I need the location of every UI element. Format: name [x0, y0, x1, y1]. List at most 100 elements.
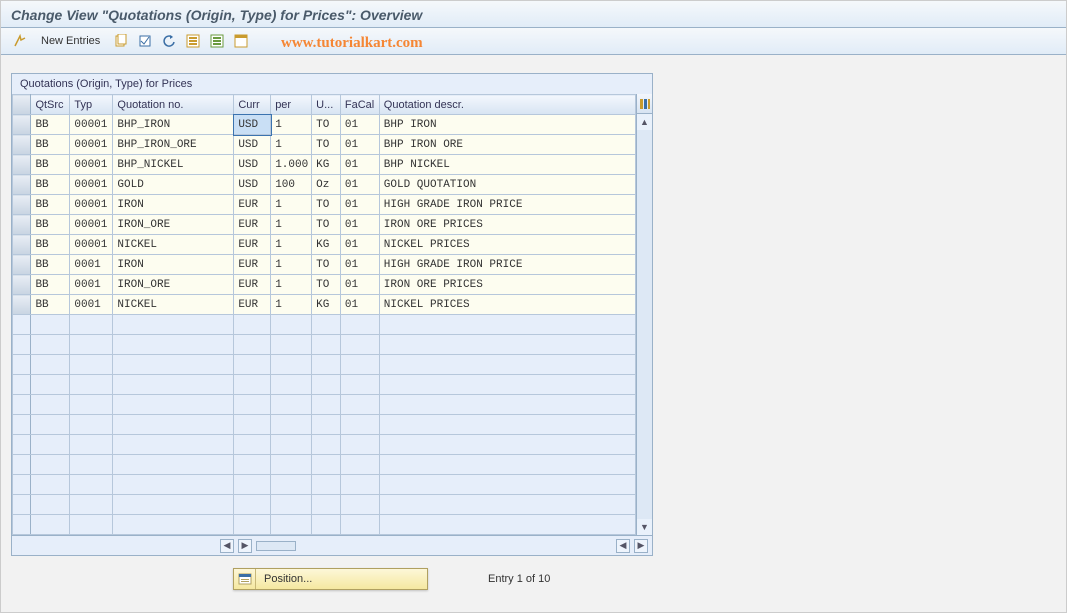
cell-uom[interactable]: TO	[312, 115, 341, 135]
cell-empty[interactable]	[340, 515, 379, 535]
row-selector[interactable]	[13, 195, 31, 215]
cell-qtsrc[interactable]: BB	[31, 295, 70, 315]
scroll-track[interactable]	[637, 130, 652, 519]
cell-per[interactable]: 1	[271, 275, 312, 295]
cell-empty[interactable]	[31, 375, 70, 395]
cell-empty[interactable]	[70, 355, 113, 375]
cell-empty[interactable]	[234, 315, 271, 335]
cell-empty[interactable]	[379, 355, 635, 375]
cell-per[interactable]: 1	[271, 115, 312, 135]
cell-empty[interactable]	[113, 435, 234, 455]
delete-icon[interactable]	[136, 32, 154, 50]
select-all-icon[interactable]	[184, 32, 202, 50]
cell-uom[interactable]: KG	[312, 295, 341, 315]
cell-empty[interactable]	[31, 495, 70, 515]
table-row[interactable]	[13, 495, 636, 515]
cell-empty[interactable]	[271, 375, 312, 395]
cell-empty[interactable]	[70, 415, 113, 435]
cell-qtsrc[interactable]: BB	[31, 235, 70, 255]
cell-typ[interactable]: 0001	[70, 295, 113, 315]
cell-descr[interactable]: BHP IRON	[379, 115, 635, 135]
table-row[interactable]	[13, 415, 636, 435]
cell-quotno[interactable]: NICKEL	[113, 295, 234, 315]
cell-empty[interactable]	[379, 515, 635, 535]
cell-qtsrc[interactable]: BB	[31, 255, 70, 275]
cell-empty[interactable]	[70, 315, 113, 335]
cell-empty[interactable]	[312, 395, 341, 415]
row-selector[interactable]	[13, 215, 31, 235]
cell-empty[interactable]	[271, 435, 312, 455]
cell-empty[interactable]	[271, 335, 312, 355]
row-selector[interactable]	[13, 275, 31, 295]
cell-empty[interactable]	[234, 495, 271, 515]
cell-per[interactable]: 1	[271, 195, 312, 215]
cell-empty[interactable]	[379, 495, 635, 515]
cell-facal[interactable]: 01	[340, 115, 379, 135]
cell-empty[interactable]	[234, 515, 271, 535]
cell-descr[interactable]: HIGH GRADE IRON PRICE	[379, 255, 635, 275]
cell-curr[interactable]: EUR	[234, 275, 271, 295]
position-button[interactable]: Position...	[233, 568, 428, 590]
row-selector[interactable]	[13, 435, 31, 455]
cell-empty[interactable]	[312, 415, 341, 435]
col-header-typ[interactable]: Typ	[70, 95, 113, 115]
cell-empty[interactable]	[31, 455, 70, 475]
cell-descr[interactable]: GOLD QUOTATION	[379, 175, 635, 195]
cell-empty[interactable]	[70, 515, 113, 535]
cell-facal[interactable]: 01	[340, 275, 379, 295]
cell-empty[interactable]	[31, 515, 70, 535]
row-selector[interactable]	[13, 475, 31, 495]
cell-typ[interactable]: 00001	[70, 215, 113, 235]
table-row[interactable]	[13, 455, 636, 475]
cell-empty[interactable]	[113, 455, 234, 475]
hscroll-left-button-2[interactable]: ◀	[616, 539, 630, 553]
cell-curr[interactable]: EUR	[234, 195, 271, 215]
hscroll-track[interactable]	[256, 541, 296, 551]
cell-per[interactable]: 1	[271, 135, 312, 155]
cell-empty[interactable]	[312, 475, 341, 495]
row-selector[interactable]	[13, 255, 31, 275]
table-row[interactable]: BB00001IRON_OREEUR1TO01IRON ORE PRICES	[13, 215, 636, 235]
table-row[interactable]	[13, 315, 636, 335]
row-selector[interactable]	[13, 515, 31, 535]
cell-empty[interactable]	[31, 475, 70, 495]
cell-empty[interactable]	[379, 375, 635, 395]
cell-descr[interactable]: NICKEL PRICES	[379, 235, 635, 255]
cell-empty[interactable]	[31, 415, 70, 435]
cell-facal[interactable]: 01	[340, 255, 379, 275]
cell-quotno[interactable]: BHP_NICKEL	[113, 155, 234, 175]
cell-empty[interactable]	[379, 455, 635, 475]
cell-empty[interactable]	[31, 435, 70, 455]
cell-empty[interactable]	[312, 315, 341, 335]
cell-uom[interactable]: KG	[312, 155, 341, 175]
cell-empty[interactable]	[271, 415, 312, 435]
row-selector[interactable]	[13, 315, 31, 335]
cell-quotno[interactable]: IRON_ORE	[113, 215, 234, 235]
cell-empty[interactable]	[234, 455, 271, 475]
cell-empty[interactable]	[31, 395, 70, 415]
cell-empty[interactable]	[31, 355, 70, 375]
cell-curr[interactable]: EUR	[234, 235, 271, 255]
table-row[interactable]	[13, 375, 636, 395]
cell-empty[interactable]	[113, 515, 234, 535]
cell-per[interactable]: 1	[271, 295, 312, 315]
config-icon[interactable]	[232, 32, 250, 50]
cell-per[interactable]: 1	[271, 215, 312, 235]
new-entries-button[interactable]: New Entries	[35, 33, 106, 49]
row-selector[interactable]	[13, 335, 31, 355]
row-selector[interactable]	[13, 495, 31, 515]
cell-quotno[interactable]: IRON	[113, 195, 234, 215]
cell-typ[interactable]: 00001	[70, 155, 113, 175]
cell-per[interactable]: 1	[271, 255, 312, 275]
cell-qtsrc[interactable]: BB	[31, 195, 70, 215]
cell-typ[interactable]: 00001	[70, 195, 113, 215]
table-row[interactable]	[13, 435, 636, 455]
col-header-facal[interactable]: FaCal	[340, 95, 379, 115]
quotations-table[interactable]: QtSrcTypQuotation no.CurrperU...FaCalQuo…	[12, 94, 636, 535]
hscroll-left-button[interactable]: ◀	[220, 539, 234, 553]
cell-facal[interactable]: 01	[340, 235, 379, 255]
cell-empty[interactable]	[70, 475, 113, 495]
cell-empty[interactable]	[340, 395, 379, 415]
cell-curr[interactable]: EUR	[234, 295, 271, 315]
column-config-icon[interactable]	[637, 94, 652, 114]
